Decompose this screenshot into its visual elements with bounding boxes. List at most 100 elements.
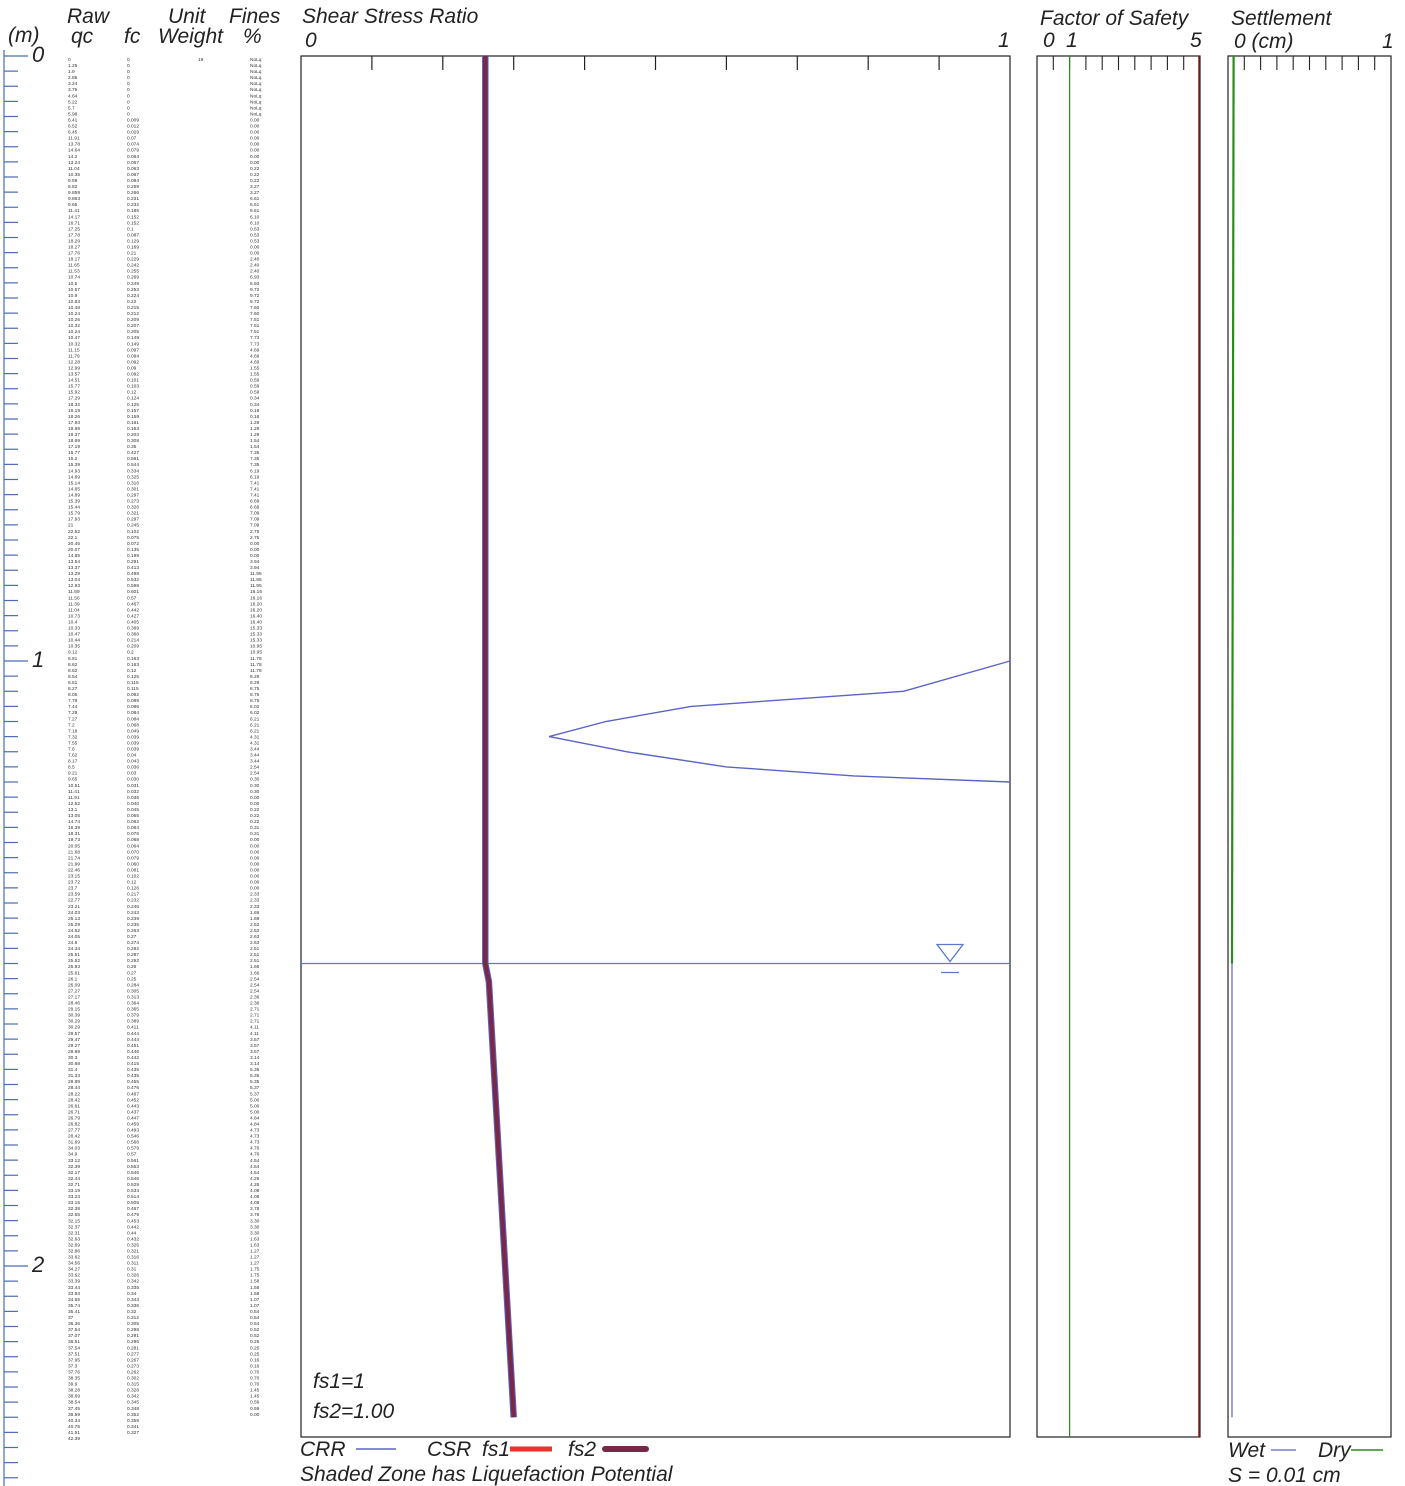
table-cell: 17.93 [68,420,80,426]
table-cell: 0.072 [127,541,139,547]
table-cell: 4.11 [250,1031,259,1037]
table-cell: 0 [127,111,130,117]
table-cell: 3.57 [250,1037,260,1043]
table-cell: 15.44 [68,505,80,511]
table-cell: 18.69 [68,438,80,444]
table-cell: 7.51 [250,323,260,329]
table-cell: 26.61 [68,1103,80,1109]
table-cell: 10.35 [68,644,80,650]
table-cell: 9.65 [68,777,78,783]
table-cell: 13.78 [68,142,80,148]
table-cell: NoLq [250,105,262,111]
table-cell: 27.27 [68,988,80,994]
table-cell: 10.83 [68,299,80,305]
table-cell: 0.092 [127,359,139,365]
depth-tick-label-1: 1 [32,647,44,672]
table-cell: 0.561 [127,456,139,462]
table-cell: 0.075 [127,535,139,541]
table-cell: 18.19 [68,408,80,414]
table-cell: 1.07 [250,1303,260,1309]
table-cell: 2.54 [250,765,260,771]
table-cell: 2.33 [250,904,260,910]
depth-tick-label-0: 0 [32,42,45,67]
table-cell: 0.062 [127,819,139,825]
table-cell: 0 [127,93,130,99]
table-cell: 29.89 [68,1079,80,1085]
table-cell: 0.326 [127,1242,139,1248]
table-cell: 32.31 [68,1230,80,1236]
table-cell: 16.20 [250,601,262,607]
table-cell: 10.48 [68,305,80,311]
table-cell: 27.77 [68,1128,80,1134]
table-cell: NoLq [250,57,262,63]
table-cell: 24.6 [68,940,78,946]
table-cell: 0.446 [127,1049,139,1055]
table-cell: 0.544 [127,462,139,468]
table-cell: 24.34 [68,946,80,952]
table-cell: 0.039 [127,740,139,746]
table-cell: 6.93 [250,281,260,287]
table-cell: 0.126 [127,886,139,892]
settlement-max-label: 1 [1382,30,1394,53]
legend-dry-label: Dry [1318,1439,1352,1462]
table-cell: 1.63 [250,1236,260,1242]
table-cell: 16.40 [250,619,262,625]
table-cell: 7.2 [68,722,75,728]
table-cell: 1.29 [250,426,260,432]
table-cell: 0.30 [250,789,260,795]
table-cell: 5.22 [68,99,78,105]
table-cell: 33.93 [68,1291,80,1297]
table-cell: 11.04 [68,166,80,172]
table-cell: 11.95 [250,571,262,577]
table-cell: 0.00 [250,867,260,873]
table-cell: 0.263 [127,928,139,934]
table-cell: 13.05 [68,813,80,819]
table-cell: 0.149 [127,335,139,341]
table-cell: 14.93 [68,468,80,474]
table-cell: 10.24 [68,329,80,335]
table-cell: 0.57 [127,1152,137,1158]
table-cell: 32.37 [68,1224,80,1230]
table-cell: 0.267 [127,1357,139,1363]
table-cell: 4.08 [250,1188,260,1194]
table-cell: 7.41 [250,492,260,498]
table-cell: 0.452 [127,1097,139,1103]
table-cell: 0.459 [127,1121,139,1127]
table-cell: 38.35 [68,1376,80,1382]
table-cell: 32.71 [68,1182,80,1188]
table-cell: 7.35 [250,450,260,456]
table-cell: 0.101 [127,378,139,384]
table-cell: 0.359 [127,1418,139,1424]
table-cell: 0.207 [127,323,139,329]
table-cell: 0.00 [250,843,260,849]
table-cell: 8.05 [68,692,78,698]
table-cell: 16.16 [250,595,262,601]
table-cell: NoLq [250,99,262,105]
table-cell: 16.39 [68,825,80,831]
table-cell: 9.72 [250,287,260,293]
table-cell: 17.19 [68,444,80,450]
table-cell: 7.62 [68,753,78,759]
table-cell: 3.94 [250,559,260,565]
table-cell: 0.479 [127,1212,139,1218]
table-cell: 0.12 [127,390,137,396]
table-cell: 0.34 [250,396,260,402]
table-cell: 0.273 [127,499,139,505]
table-cell: 2.51 [250,958,260,964]
table-cell: 4.69 [250,347,260,353]
table-cell: 7.51 [250,317,260,323]
table-cell: 0.00 [250,130,260,136]
table-cell: 6.69 [250,499,260,505]
table-cell: 15.33 [250,632,262,638]
table-cell: 33.62 [68,1255,80,1261]
table-cell: 2.36 [250,994,260,1000]
table-cell: 5.00 [250,1109,260,1115]
table-cell: 15.77 [68,384,80,390]
table-cell: 6.21 [250,728,260,734]
table-cell: 8.27 [68,686,78,692]
table-cell: 27.17 [68,994,80,1000]
table-cell: 1.66 [250,964,260,970]
table-cell: 0.277 [127,1351,139,1357]
table-cell: 5.7 [68,105,75,111]
table-cell: 18.29 [68,238,80,244]
